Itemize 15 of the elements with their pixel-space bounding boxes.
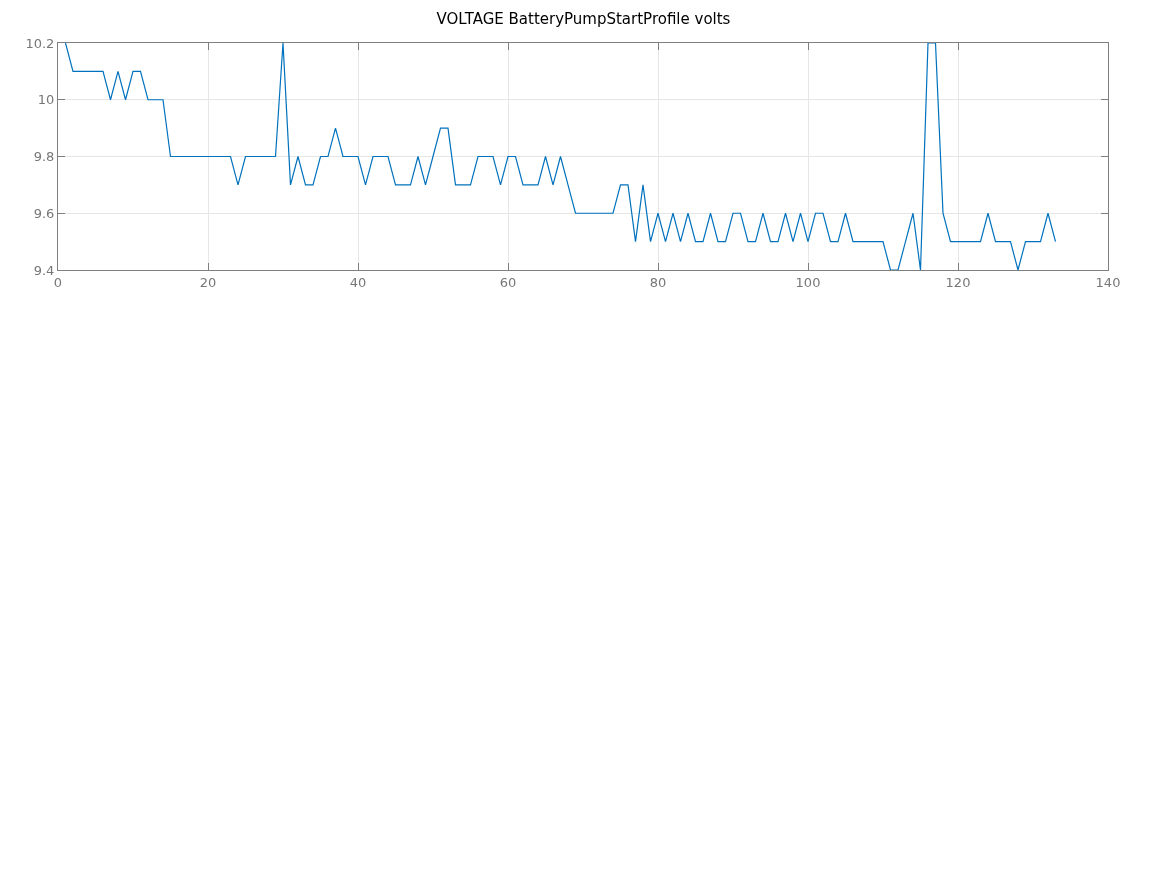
x-tick-label: 80 (649, 274, 667, 290)
y-tick-label: 9.4 (33, 262, 55, 278)
y-tick-label: 10 (37, 92, 55, 108)
x-tick-label: 20 (199, 274, 217, 290)
x-tick-label: 0 (53, 274, 63, 290)
line-series (64, 43, 1057, 270)
x-tick-label: 60 (499, 274, 517, 290)
y-tick-label: 9.6 (33, 205, 55, 221)
x-tick-label: 120 (945, 274, 971, 290)
x-tick-label: 140 (1095, 274, 1121, 290)
x-tick-label: 40 (349, 274, 367, 290)
y-tick-label: 9.8 (33, 149, 55, 165)
y-tick-label: 10.2 (25, 35, 55, 51)
x-tick-label: 100 (795, 274, 821, 290)
chart-title: VOLTAGE BatteryPumpStartProfile volts (436, 9, 731, 28)
